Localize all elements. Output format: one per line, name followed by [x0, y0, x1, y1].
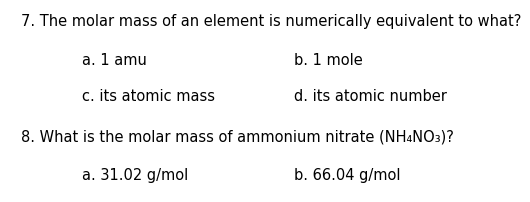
Text: b. 1 mole: b. 1 mole [294, 53, 363, 67]
Text: a. 31.02 g/mol: a. 31.02 g/mol [82, 168, 188, 183]
Text: c. its atomic mass: c. its atomic mass [82, 89, 215, 104]
Text: 7. The molar mass of an element is numerically equivalent to what?: 7. The molar mass of an element is numer… [21, 14, 522, 29]
Text: b. 66.04 g/mol: b. 66.04 g/mol [294, 168, 401, 183]
Text: a. 1 amu: a. 1 amu [82, 53, 147, 67]
Text: d. its atomic number: d. its atomic number [294, 89, 447, 104]
Text: 8. What is the molar mass of ammonium nitrate (NH₄NO₃)?: 8. What is the molar mass of ammonium ni… [21, 129, 454, 144]
